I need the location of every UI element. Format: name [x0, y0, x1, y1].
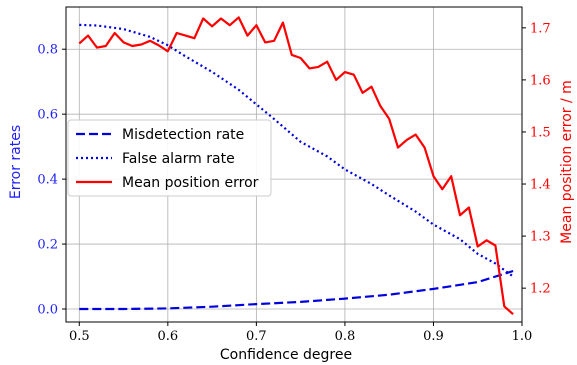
- legend-label-position-error: Mean position error: [122, 175, 259, 191]
- y-right-tick-label: 1.5: [530, 125, 551, 140]
- y-right-tick-label: 1.7: [530, 21, 551, 36]
- y-left-tick-label: 0.4: [37, 173, 58, 188]
- legend-label-misdetection: Misdetection rate: [122, 127, 244, 143]
- misdetection-rate-line: [79, 269, 514, 311]
- y-right-tick-label: 1.3: [530, 230, 551, 245]
- legend-box: [67, 119, 272, 197]
- y-left-axis-label: Error rates: [8, 125, 24, 199]
- x-tick-label: 0.7: [246, 329, 267, 344]
- x-tick-label: 0.5: [69, 329, 90, 344]
- x-tick-label: 0.6: [157, 329, 178, 344]
- y-left-tick-label: 0.0: [37, 303, 58, 318]
- y-right-tick-label: 1.6: [530, 73, 551, 88]
- y-left-tick-label: 0.8: [37, 43, 58, 58]
- legend: Misdetection rate False alarm rate Mean …: [67, 119, 272, 197]
- x-tick-label: 1.0: [512, 329, 533, 344]
- ticks-layer: 0.5 0.6 0.7 0.8 0.9 1.0 0.0 0.2 0.4 0.6 0.8 1.2 1.3 1…: [37, 21, 550, 344]
- y-right-tick-label: 1.2: [530, 282, 551, 297]
- y-left-tick-label: 0.6: [37, 108, 58, 123]
- x-axis-label: Confidence degree: [220, 347, 352, 363]
- series-layer: [78, 16, 514, 316]
- x-tick-label: 0.8: [335, 329, 356, 344]
- false-alarm-rate-line: [79, 23, 514, 278]
- plot-frame: [65, 6, 523, 323]
- x-tick-label: 0.9: [423, 329, 444, 344]
- legend-label-false-alarm: False alarm rate: [122, 151, 235, 167]
- mean-position-error-line: [78, 16, 514, 316]
- y-left-tick-label: 0.2: [37, 238, 58, 253]
- y-right-tick-label: 1.4: [530, 178, 551, 193]
- y-right-axis-label: Mean position error / m: [559, 80, 575, 244]
